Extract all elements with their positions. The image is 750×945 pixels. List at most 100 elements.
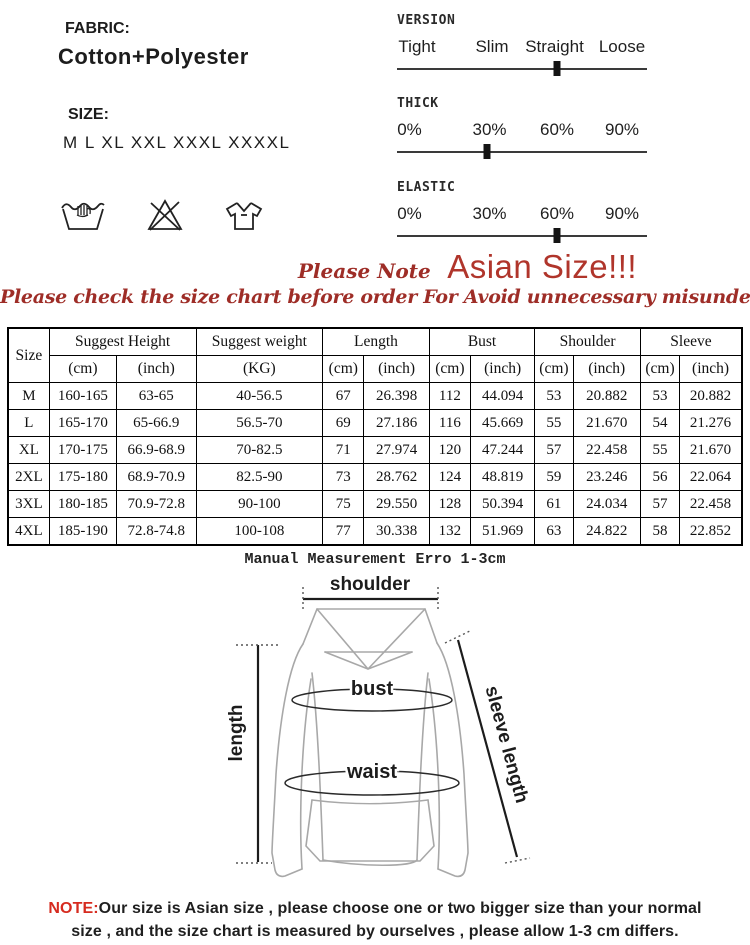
- col-suggest-height: Suggest Height: [48, 327, 197, 356]
- note-line-1: NOTE:Our size is Asian size , please cho…: [0, 897, 750, 920]
- slider-elastic-label: ELASTIC: [397, 180, 456, 195]
- unit-cell: (cm): [534, 355, 574, 383]
- bust-label: bust: [351, 678, 394, 700]
- table-row: M 160-165 63-65 40-56.5 67 26.398 112 44.094 53 2…: [7, 382, 743, 410]
- value-cell: 47.244: [469, 436, 536, 464]
- value-cell: 90-100: [195, 490, 324, 518]
- slider-elastic-options: 0% 30% 60% 90%: [397, 204, 647, 224]
- option-straight: Straight: [525, 37, 584, 56]
- value-cell: 21.276: [679, 409, 743, 437]
- hoodie-measurement-diagram: shoulder bust waist length sleeve length: [224, 572, 535, 878]
- t-shirt-icon: [224, 200, 264, 232]
- slider-thick-label: THICK: [397, 96, 439, 111]
- value-cell: 55: [639, 436, 681, 464]
- unit-cell: (inch): [363, 355, 430, 383]
- value-cell: 112: [428, 382, 471, 410]
- unit-cell: (cm): [428, 355, 471, 383]
- option-slim: Slim: [475, 37, 509, 56]
- value-cell: 82.5-90: [195, 463, 324, 491]
- value-cell: 124: [428, 463, 471, 491]
- size-chart-warning: Please check the size chart before order…: [0, 286, 750, 308]
- care-icons-row: [60, 197, 264, 232]
- value-cell: 165-170: [48, 409, 118, 437]
- value-cell: 22.852: [679, 517, 743, 546]
- slider-thick: THICK 0% 30% 60% 90%: [397, 96, 647, 176]
- option-60pct: 60%: [539, 120, 575, 139]
- slider-thick-track: [397, 144, 647, 159]
- size-label: SIZE:: [68, 106, 109, 123]
- value-cell: 160-165: [48, 382, 118, 410]
- slider-version-marker: [553, 61, 561, 76]
- hand-wash-icon: [60, 197, 106, 232]
- note-line-2: size , and the size chart is measured by…: [71, 923, 679, 940]
- table-header-row-units: (cm) (inch) (KG) (cm) (inch) (cm) (inch)…: [8, 355, 743, 383]
- value-cell: 48.819: [469, 463, 536, 491]
- option-tight: Tight: [398, 37, 436, 56]
- value-cell: 21.670: [679, 436, 743, 464]
- value-cell: 65-66.9: [116, 409, 197, 437]
- value-cell: 68.9-70.9: [116, 463, 197, 491]
- size-cell: 2XL: [7, 463, 50, 491]
- value-cell: 70-82.5: [195, 436, 324, 464]
- value-cell: 57: [639, 490, 681, 518]
- unit-cell: (inch): [679, 355, 743, 383]
- value-cell: 56.5-70: [195, 409, 324, 437]
- value-cell: 50.394: [469, 490, 536, 518]
- table-row: 3XL 180-185 70.9-72.8 90-100 75 29.550 128 50.3…: [7, 490, 743, 518]
- value-cell: 63-65: [116, 382, 197, 410]
- slider-thick-options: 0% 30% 60% 90%: [397, 120, 647, 140]
- option-90pct: 90%: [604, 120, 640, 139]
- value-cell: 44.094: [469, 382, 536, 410]
- measurement-title: Manual Measurement Erro 1-3cm: [244, 551, 506, 568]
- value-cell: 22.458: [572, 436, 641, 464]
- unit-cell: (cm): [322, 355, 365, 383]
- value-cell: 175-180: [48, 463, 118, 491]
- col-length: Length: [322, 327, 430, 356]
- value-cell: 61: [534, 490, 574, 518]
- value-cell: 30.338: [363, 517, 430, 546]
- value-cell: 55: [534, 409, 574, 437]
- asian-size-notice: Please Note Asian Size!!!: [0, 248, 750, 286]
- table-header-row-groups: Size Suggest Height Suggest weight Lengt…: [7, 327, 743, 383]
- value-cell: 71: [322, 436, 365, 464]
- col-suggest-weight: Suggest weight: [195, 327, 324, 356]
- size-options: M L XL XXL XXXL XXXXL: [63, 133, 291, 152]
- bottom-note: NOTE:Our size is Asian size , please cho…: [0, 897, 750, 943]
- unit-cell: (cm): [639, 355, 681, 383]
- value-cell: 29.550: [363, 490, 430, 518]
- value-cell: 23.246: [572, 463, 641, 491]
- note-text-1: Our size is Asian size , please choose o…: [98, 900, 702, 917]
- value-cell: 63: [534, 517, 574, 546]
- value-cell: 51.969: [469, 517, 536, 546]
- slider-elastic-track: [397, 228, 647, 243]
- unit-cell: (KG): [195, 355, 324, 383]
- value-cell: 27.186: [363, 409, 430, 437]
- slider-thick-marker: [483, 144, 491, 159]
- value-cell: 24.034: [572, 490, 641, 518]
- value-cell: 116: [428, 409, 471, 437]
- value-cell: 57: [534, 436, 574, 464]
- value-cell: 27.974: [363, 436, 430, 464]
- note-label: NOTE:: [48, 900, 99, 917]
- option-30pct: 30%: [472, 204, 507, 223]
- do-not-bleach-icon: [146, 197, 184, 232]
- value-cell: 40-56.5: [195, 382, 324, 410]
- table-row: 2XL 175-180 68.9-70.9 82.5-90 73 28.762 124 48.…: [7, 463, 743, 491]
- value-cell: 100-108: [195, 517, 324, 546]
- value-cell: 26.398: [363, 382, 430, 410]
- fabric-label: FABRIC:: [65, 20, 130, 37]
- asian-size-text: Asian Size!!!: [447, 248, 638, 285]
- value-cell: 185-190: [48, 517, 118, 546]
- table-row: XL 170-175 66.9-68.9 70-82.5 71 27.974 120 47.2…: [7, 436, 743, 464]
- value-cell: 22.458: [679, 490, 743, 518]
- value-cell: 24.822: [572, 517, 641, 546]
- please-note-text: Please Note: [297, 259, 431, 283]
- option-loose: Loose: [598, 37, 646, 56]
- fabric-value: Cotton+Polyester: [58, 44, 249, 69]
- slider-version: VERSION Tight Slim Straight Loose: [397, 13, 647, 93]
- value-cell: 67: [322, 382, 365, 410]
- size-cell: M: [7, 382, 50, 410]
- sleeve-length-label: sleeve length: [481, 684, 532, 806]
- value-cell: 170-175: [48, 436, 118, 464]
